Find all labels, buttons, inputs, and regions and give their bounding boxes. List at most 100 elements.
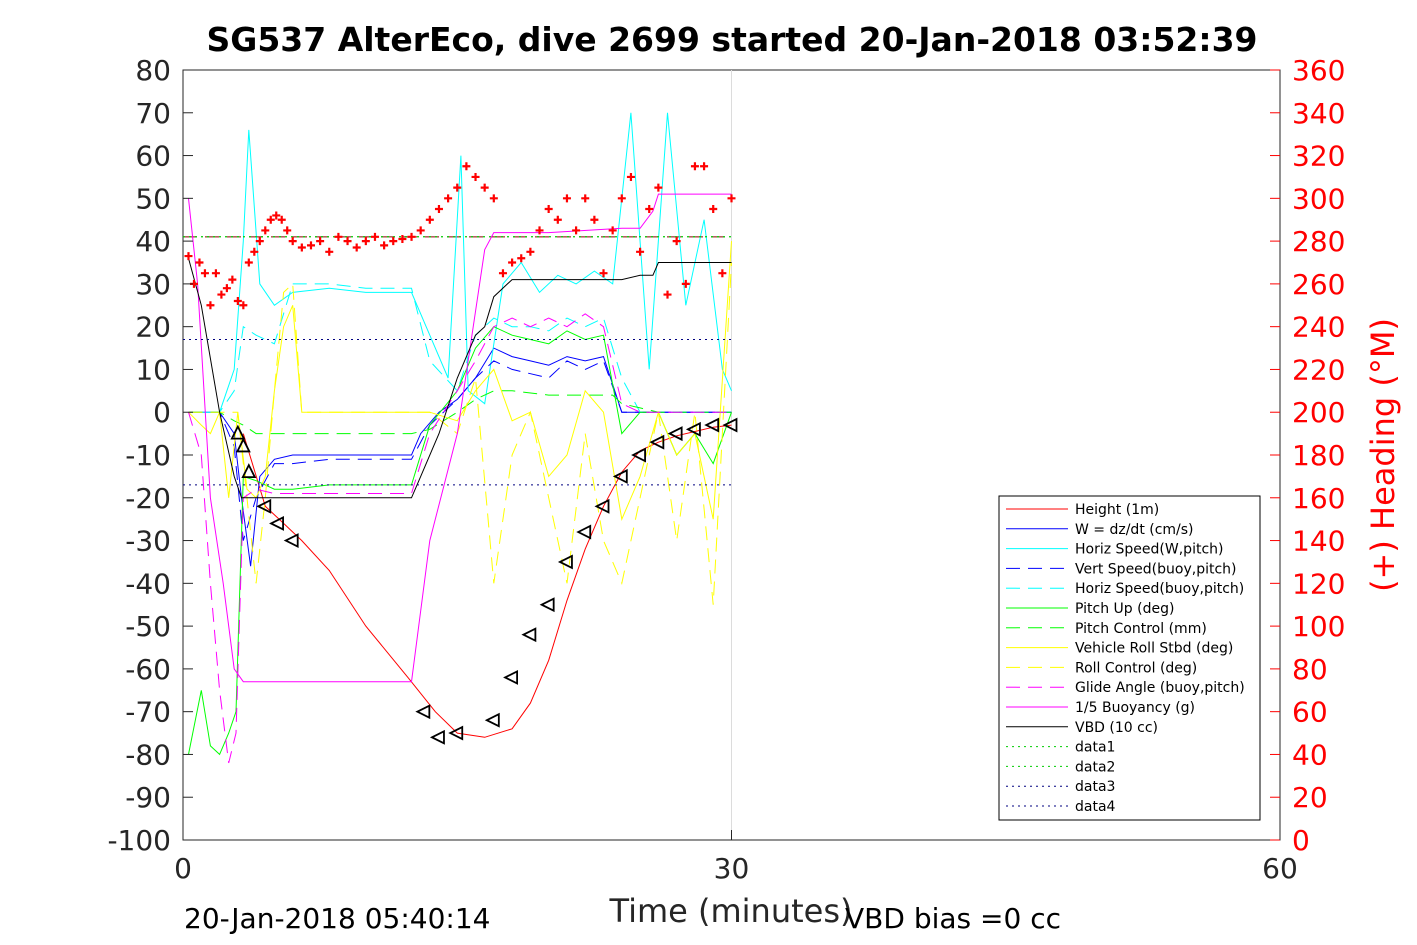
heading-marker (239, 301, 248, 310)
heading-marker (544, 205, 553, 214)
series-line-3 (188, 360, 732, 541)
depth-marker (594, 498, 610, 514)
heading-marker (316, 237, 325, 246)
legend-label: Roll Control (deg) (1075, 660, 1197, 676)
depth-marker (521, 627, 537, 643)
heading-marker (184, 252, 193, 261)
y-right-tick-label: 120 (1292, 567, 1345, 600)
series-line-4 (188, 283, 732, 413)
heading-marker (370, 232, 379, 241)
legend-label: Pitch Control (mm) (1075, 621, 1207, 637)
depth-marker (612, 468, 628, 484)
heading-marker (334, 232, 343, 241)
heading-marker (645, 205, 654, 214)
y-tick-label: 20 (135, 311, 171, 344)
y-tick-label: -60 (125, 653, 171, 686)
heading-marker (489, 194, 498, 203)
y-right-tick-label: 180 (1292, 439, 1345, 472)
depth-marker (704, 417, 720, 433)
heading-marker (211, 269, 220, 278)
legend-label: data1 (1075, 740, 1115, 756)
heading-marker (553, 215, 562, 224)
heading-marker (700, 162, 709, 171)
y-right-tick-label: 340 (1292, 97, 1345, 130)
legend-label: Horiz Speed(W,pitch) (1075, 542, 1223, 558)
y-right-tick-label: 200 (1292, 396, 1345, 429)
y-right-tick-label: 240 (1292, 311, 1345, 344)
y-tick-label: -50 (125, 610, 171, 643)
legend-label: Vert Speed(buoy,pitch) (1075, 561, 1237, 577)
x-tick-label: 30 (714, 852, 750, 885)
depth-markers (230, 417, 738, 745)
heading-marker (718, 269, 727, 278)
heading-marker (590, 215, 599, 224)
heading-marker (617, 194, 626, 203)
y-tick-label: -100 (107, 824, 171, 857)
heading-marker (480, 183, 489, 192)
heading-marker (690, 162, 699, 171)
depth-marker (283, 533, 299, 549)
depth-marker (685, 421, 701, 437)
heading-marker (233, 297, 242, 305)
footer-vbd-bias: VBD bias =0 cc (845, 902, 1061, 935)
heading-marker (654, 183, 663, 192)
y-tick-label: -80 (125, 738, 171, 771)
heading-marker (727, 194, 736, 203)
legend-label: W = dz/dt (cm/s) (1075, 522, 1194, 538)
depth-marker (667, 426, 683, 442)
heading-marker (352, 243, 361, 252)
depth-marker (649, 434, 665, 450)
y-tick-label: -90 (125, 781, 171, 814)
heading-marker (343, 237, 352, 246)
heading-marker (200, 269, 209, 278)
heading-marker (195, 258, 204, 267)
y-tick-label: -30 (125, 525, 171, 558)
heading-marker (250, 247, 259, 256)
series-line-10 (188, 193, 732, 683)
depth-marker (503, 669, 518, 685)
heading-marker (425, 215, 434, 224)
heading-marker (599, 269, 608, 278)
heading-marker (255, 237, 264, 246)
heading-marker (266, 215, 275, 224)
heading-markers (184, 162, 736, 310)
y-right-tick-label: 140 (1292, 525, 1345, 558)
y-right-tick-label: 260 (1292, 268, 1345, 301)
heading-marker (416, 226, 425, 235)
depth-marker (722, 417, 738, 433)
y-tick-label: 50 (135, 182, 171, 215)
series-line-2 (188, 112, 732, 413)
y-right-tick-label: 60 (1292, 696, 1328, 729)
depth-marker (415, 704, 431, 720)
y-right-tick-label: 220 (1292, 353, 1345, 386)
y-tick-label: -20 (125, 482, 171, 515)
heading-marker (407, 232, 416, 241)
y-right-tick-label: 20 (1292, 781, 1328, 814)
heading-marker (453, 183, 462, 192)
series-line-8 (188, 262, 732, 605)
y-tick-label: 0 (153, 396, 171, 429)
heading-marker (581, 194, 590, 203)
heading-marker (709, 205, 718, 214)
heading-marker (206, 301, 215, 310)
y-tick-label: 30 (135, 268, 171, 301)
footer-timestamp: 20-Jan-2018 05:40:14 (184, 902, 490, 935)
legend: Height (1m) W = dz/dt (cm/s) Horiz Speed(W… (998, 495, 1261, 821)
legend-label: Pitch Up (deg) (1075, 601, 1174, 617)
y-tick-label: -10 (125, 439, 171, 472)
depth-marker (241, 463, 257, 479)
y-right-tick-label: 300 (1292, 182, 1345, 215)
heading-marker (681, 279, 690, 288)
heading-marker (608, 226, 617, 235)
depth-marker (631, 447, 646, 463)
y-right-tick-label: 280 (1292, 225, 1345, 258)
depth-marker (576, 524, 592, 540)
y-right-tick-label: 320 (1292, 140, 1345, 173)
legend-items: Height (1m) W = dz/dt (cm/s) Horiz Speed(W… (1006, 502, 1245, 815)
heading-marker (228, 275, 237, 284)
heading-marker (277, 215, 286, 224)
heading-marker (672, 237, 681, 246)
series-line-9 (188, 313, 732, 764)
depth-marker (230, 424, 246, 440)
